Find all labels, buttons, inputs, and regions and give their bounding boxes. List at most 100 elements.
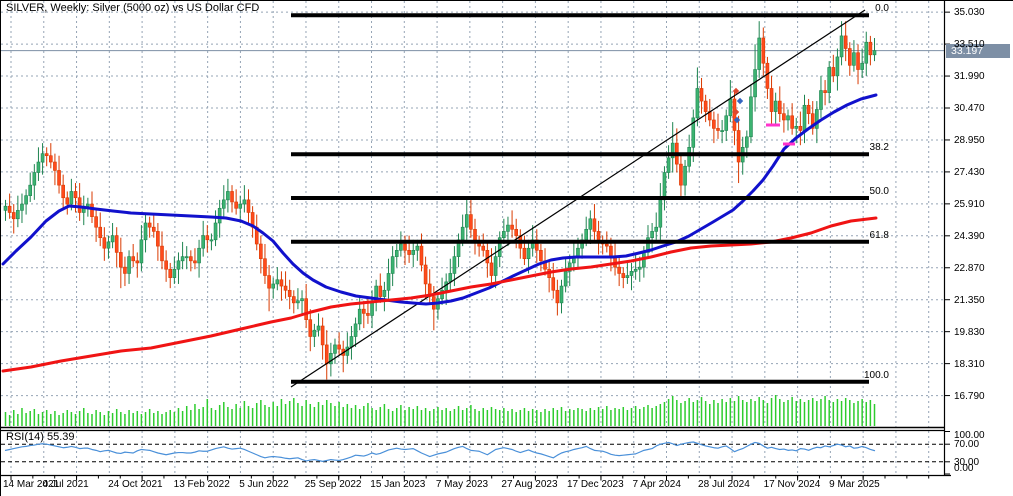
candle-body-up <box>24 195 28 205</box>
candle-body-down <box>160 245 164 262</box>
candle-body-down <box>246 199 251 213</box>
candle-body-down <box>189 256 193 262</box>
candle-body-down <box>831 67 836 77</box>
candle-body-down <box>362 308 366 314</box>
price-axis-label: 19.830 <box>954 326 985 338</box>
date-axis-label: 4 Jul 2021 <box>42 479 89 490</box>
candle-body-down <box>65 197 70 205</box>
candle-body-down <box>94 216 98 228</box>
candle-body-down <box>761 37 766 64</box>
candle-body-up <box>197 247 201 264</box>
candle-body-up <box>213 222 218 241</box>
candle-body-up <box>646 237 650 253</box>
candle-body-up <box>209 239 214 242</box>
candle-body-down <box>11 212 16 220</box>
candle-body-down <box>57 170 61 186</box>
candle-body-up <box>300 298 304 302</box>
date-axis-label: 14 Mar 2021 <box>3 479 60 490</box>
candle-body-up <box>625 275 630 278</box>
candle-body-up <box>349 336 354 348</box>
candle-body-up <box>864 41 869 64</box>
candle-body-down <box>114 235 119 253</box>
fib-level-label: 38.2 <box>869 142 889 154</box>
candle-body-up <box>329 353 333 365</box>
candle-body-down <box>283 285 288 291</box>
candle-body-down <box>617 266 621 274</box>
candle-body-up <box>691 117 696 148</box>
candle-body-down <box>489 262 494 276</box>
candle-body-up <box>271 283 276 289</box>
candle-body-down <box>736 130 741 163</box>
candle-body-down <box>287 289 292 297</box>
candle-body-down <box>539 250 543 262</box>
date-axis-label: 28 Jul 2024 <box>698 479 750 490</box>
candle-body-down <box>806 104 811 114</box>
candle-body-up <box>448 273 453 283</box>
candle-body-down <box>769 88 774 112</box>
candle-body-up <box>357 308 362 325</box>
fib-level-label: 100.0 <box>863 369 889 381</box>
candle-body-up <box>658 199 663 228</box>
candle-body-down <box>843 35 848 49</box>
candle-body-down <box>98 226 103 239</box>
candle-body-down <box>324 344 329 365</box>
candle-body-up <box>794 125 799 129</box>
candle-body-down <box>151 226 156 232</box>
candle-body-down <box>53 161 57 171</box>
candle-body-up <box>567 262 572 272</box>
candle-body-up <box>86 203 90 207</box>
candle-body-up <box>493 256 498 276</box>
moving-average-blue <box>1 93 878 306</box>
candle-body-up <box>584 228 589 241</box>
candle-body-up <box>394 250 399 257</box>
candle-body-down <box>135 260 140 264</box>
candle-body-up <box>217 207 222 224</box>
candle-body-up <box>662 172 667 201</box>
candle-body-down <box>61 184 65 199</box>
candle-body-up <box>724 115 729 131</box>
candle-body-up <box>184 256 189 259</box>
candle-body-down <box>263 258 267 276</box>
candle-body-up <box>637 266 642 270</box>
candle-body-up <box>757 37 761 70</box>
candle-body-down <box>49 155 53 163</box>
diamond-marker <box>732 108 740 116</box>
candle-body-down <box>291 296 296 304</box>
candle-body-down <box>868 41 873 56</box>
candle-body-up <box>382 289 387 297</box>
candle-body-up <box>506 224 510 232</box>
candle-body-up <box>860 62 864 70</box>
candle-body-up <box>106 241 111 249</box>
candle-body-down <box>366 313 370 316</box>
candle-body-up <box>720 130 724 132</box>
candle-body-up <box>226 191 230 201</box>
moving-average-red <box>1 216 878 373</box>
candle-body-down <box>308 319 313 337</box>
price-axis-label: 25.910 <box>954 198 985 210</box>
candle-body-down <box>102 237 107 249</box>
candle-body-up <box>143 222 148 241</box>
candle-body-up <box>670 142 675 159</box>
price-axis-label: 35.030 <box>954 7 985 19</box>
candle-body-up <box>411 250 416 255</box>
candle-body-down <box>790 115 794 129</box>
candle-body-up <box>69 191 74 205</box>
candle-body-down <box>716 128 720 131</box>
candle-body-down <box>77 197 82 213</box>
date-axis-label: 7 May 2023 <box>435 479 489 490</box>
rsi-indicator-label: RSI(14) 55.39 <box>6 431 75 443</box>
candle-body-down <box>378 285 383 297</box>
candle-body-down <box>481 245 486 251</box>
candle-body-up <box>390 256 395 274</box>
candle-body-up <box>576 247 580 257</box>
candle-body-up <box>502 231 506 239</box>
candle-body-down <box>679 163 683 186</box>
candle-body-up <box>633 268 638 272</box>
candle-body-up <box>176 260 181 270</box>
candle-body-down <box>423 264 428 285</box>
candle-body-up <box>452 256 457 274</box>
candle-body-up <box>815 109 819 129</box>
candle-body-down <box>205 235 210 241</box>
price-axis-label: 33.510 <box>954 39 985 51</box>
